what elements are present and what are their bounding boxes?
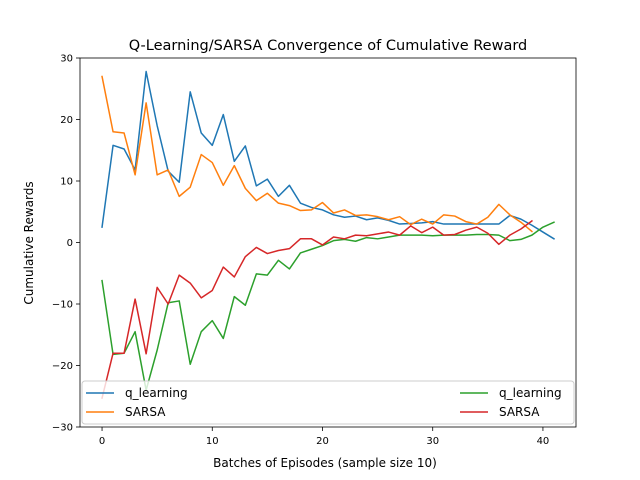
- legend-label: SARSA: [499, 405, 540, 419]
- chart-title: Q-Learning/SARSA Convergence of Cumulati…: [129, 38, 528, 54]
- x-tick-label: 20: [316, 436, 329, 447]
- y-tick-label: −20: [52, 361, 73, 372]
- y-tick-label: 30: [60, 54, 73, 65]
- plot-area: 0 10 20 30 40 −30 −20 −10 0 10 20 30: [52, 54, 577, 447]
- x-axis-label: Batches of Episodes (sample size 10): [213, 456, 437, 470]
- series-line-2: [101, 221, 555, 391]
- legend-label: q_learning: [499, 386, 562, 400]
- y-tick-label: −30: [52, 423, 73, 434]
- y-tick-label: 0: [67, 238, 73, 249]
- legend-label: SARSA: [125, 405, 166, 419]
- legend: q_learning SARSA q_learning SARSA: [81, 380, 575, 425]
- series-line-3: [101, 219, 533, 400]
- y-tick-label: −10: [52, 300, 73, 311]
- x-tick-label: 0: [99, 436, 105, 447]
- series-line-1: [101, 75, 533, 233]
- x-tick-label: 30: [426, 436, 439, 447]
- y-axis-label: Cumulative Rewards: [22, 181, 36, 304]
- y-tick-label: 20: [60, 115, 73, 126]
- y-tick-label: 10: [60, 177, 73, 188]
- x-tick-label: 10: [206, 436, 219, 447]
- legend-box: [81, 380, 575, 425]
- x-tick-label: 40: [537, 436, 550, 447]
- legend-label: q_learning: [125, 386, 188, 400]
- series-line-0: [101, 70, 555, 240]
